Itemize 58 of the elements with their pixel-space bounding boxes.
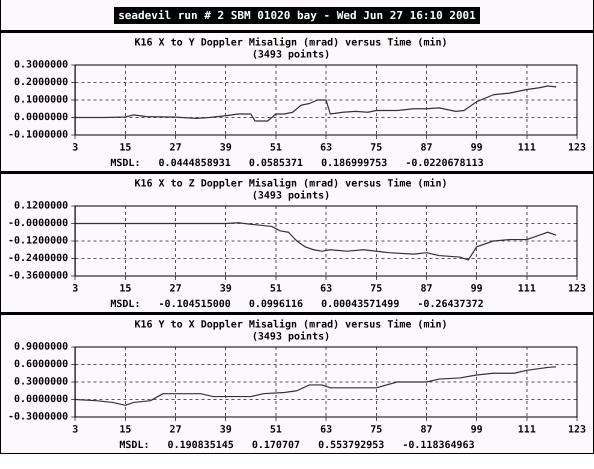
y-tick-label: -0.2400000 [8,253,68,264]
x-tick-label: 27 [170,142,182,154]
x-tick-label: 51 [270,284,282,295]
x-tick-label: 99 [470,284,483,295]
x-tick-label: 15 [119,424,132,436]
x-tick-label: 3 [72,424,78,436]
x-tick-label: 123 [568,142,586,154]
y-tick-label: -0.1200000 [8,236,68,247]
chart-subtitle: (3493 points) [252,48,330,61]
y-tick-label: -0.3000000 [8,412,68,423]
y-tick-label: 0.0000000 [14,112,68,124]
y-tick-label: 0.0000000 [14,394,68,406]
x-tick-label: 111 [518,142,536,154]
x-tick-label: 39 [220,284,232,295]
text: MSDL: 0.190835145 0.170707 0.553792953 -0.118364963 [118,439,476,453]
x-tick-label: 27 [170,284,182,295]
x-tick-label: 75 [370,284,382,295]
x-tick-label: 87 [420,424,432,436]
x-tick-label: 87 [420,284,432,295]
x-tick-label: 75 [370,424,382,436]
text: MSDL: 0.0444858931 0.0585371 0.186999753 -0.0220678113 [109,157,485,171]
x-tick-label: 63 [320,424,332,436]
chart-title: K16 X to Y Doppler Misalign (mrad) versus Time (min) [134,36,448,49]
x-tick-label: 3 [72,284,78,295]
x-tick-label: 63 [320,142,332,154]
x-tick-label: 15 [119,284,132,295]
x-tick-label: 123 [568,424,586,436]
text: MSDL: -0.104515000 0.0996116 0.00043571499 -0.26437372 [109,298,485,312]
x-tick-label: 51 [270,142,282,154]
y-tick-label: 0.9000000 [14,342,68,353]
chart-title: K16 Y to X Doppler Misalign (mrad) versus Time (min) [134,318,448,331]
y-tick-label: 0.3000000 [14,376,68,388]
y-tick-label: 0.2000000 [14,77,68,88]
x-tick-label: 123 [568,284,586,295]
x-tick-label: 15 [119,142,132,154]
x-tick-label: 39 [220,424,232,436]
x-tick-label: 39 [220,142,232,154]
y-tick-label: 0.1000000 [14,94,68,106]
chart-subtitle: (3493 points) [252,330,330,343]
chart-title: K16 X to Z Doppler Misalign (mrad) versus Time (min) [134,178,448,190]
y-tick-label: -0.0000000 [8,218,68,230]
x-tick-label: 99 [470,142,483,154]
x-tick-label: 63 [320,284,332,295]
x-tick-label: 99 [470,424,483,436]
x-tick-label: 111 [518,284,536,295]
x-tick-label: 75 [370,142,382,154]
x-tick-label: 51 [270,424,282,436]
x-tick-label: 27 [170,424,182,436]
y-tick-label: -0.1000000 [8,130,68,141]
y-tick-label: 0.1200000 [14,200,68,212]
y-tick-label: -0.3600000 [8,270,68,282]
x-tick-label: 3 [72,142,78,154]
y-tick-label: 0.6000000 [14,359,68,370]
y-tick-label: 0.3000000 [14,60,68,71]
x-tick-label: 87 [420,142,432,154]
text: seadevil run # 2 SBM 01020 bay - Wed Jun 27 16:10 2001 [114,6,480,24]
chart-subtitle: (3493 points) [252,190,330,202]
x-tick-label: 111 [518,424,536,436]
